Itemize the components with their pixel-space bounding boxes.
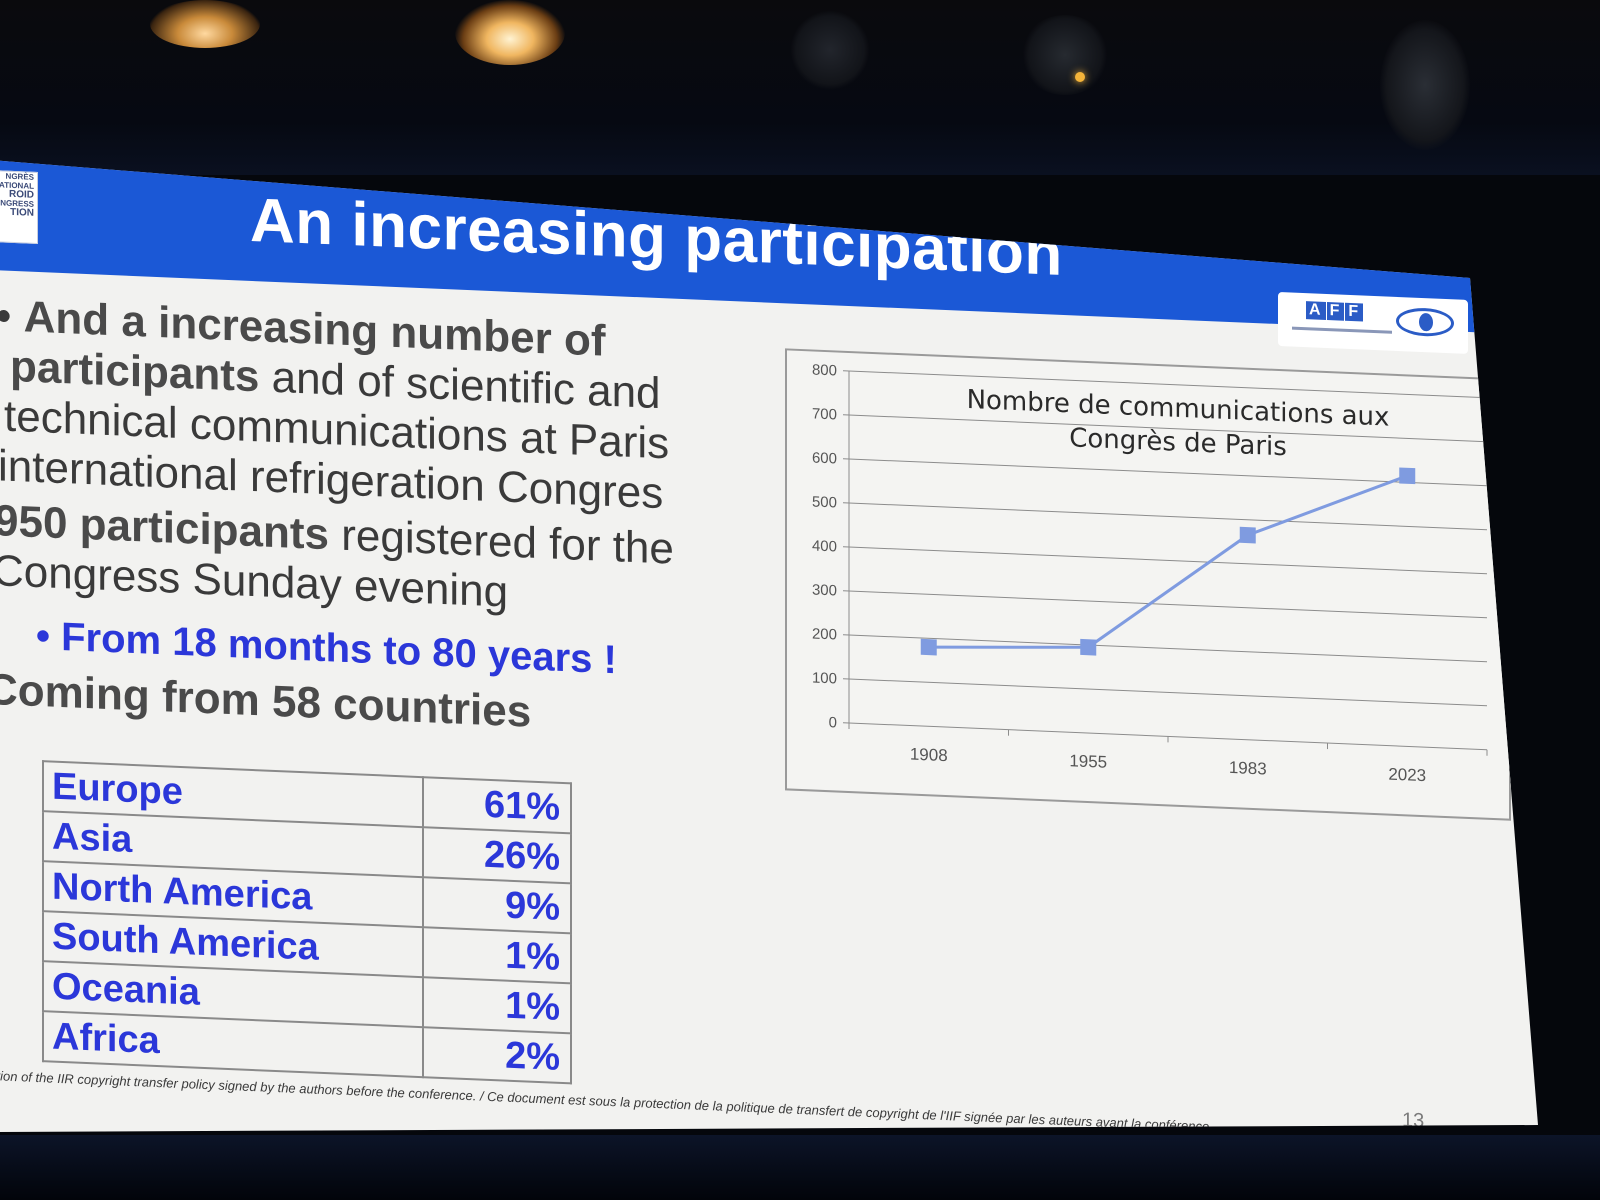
indicator-light [1075, 72, 1085, 82]
page-number: 13 [1402, 1109, 1425, 1133]
congress-logo: NGRÈS ATIONAL ROID NGRESS TION [0, 170, 38, 245]
y-tick-label: 0 [829, 714, 837, 731]
copyright-footer: ction of the IIR copyright transfer poli… [0, 1068, 1213, 1135]
gridline [849, 458, 1487, 487]
gridline [849, 590, 1487, 619]
y-tick-label: 200 [812, 625, 837, 643]
y-tick-label: 600 [812, 449, 837, 467]
gridline [849, 502, 1487, 531]
regions-table: Europe 61% Asia 26% North America 9% South Ame… [42, 760, 572, 1084]
y-tick-label: 800 [812, 361, 837, 379]
chart-frame: 0 100 200 300 400 500 600 700 800 1908 1955 1983 202… [785, 348, 1511, 821]
region-percentage: 1% [423, 977, 571, 1034]
x-tick-label: 1908 [910, 745, 948, 766]
stage-spotlight [455, 0, 565, 65]
aff-logo-caption [1292, 326, 1392, 334]
iif-globe-icon [1396, 306, 1454, 338]
audience-area [0, 1135, 1600, 1200]
y-tick-label: 100 [812, 669, 837, 687]
region-percentage: 9% [423, 877, 571, 934]
data-point [1239, 526, 1256, 544]
gridline [849, 546, 1487, 575]
data-point [1080, 638, 1097, 656]
slide: An increasing participation NGRÈS ATIONA… [0, 160, 1538, 1135]
stage-spotlight [790, 10, 870, 90]
x-tick-label: 1983 [1229, 758, 1267, 779]
line-chart: 0 100 200 300 400 500 600 700 800 1908 1955 1983 202… [812, 361, 1488, 786]
region-percentage: 26% [423, 827, 571, 884]
projection-screen: An increasing participation NGRÈS ATIONA… [0, 160, 1538, 1132]
stage-ceiling [0, 0, 1600, 175]
gridline [849, 370, 1487, 399]
chart-title: Nombre de communications aux [967, 385, 1390, 433]
region-percentage: 61% [423, 777, 571, 834]
slide-title: An increasing participation [250, 185, 1063, 289]
stage-spotlight [1020, 15, 1110, 95]
gridline [849, 678, 1487, 707]
data-point [920, 638, 937, 656]
stage-spotlight [150, 0, 260, 48]
chart-title: Congrès de Paris [1069, 423, 1287, 462]
gridline [849, 414, 1487, 443]
y-tick-label: 400 [812, 537, 837, 555]
series-line [928, 474, 1408, 649]
x-tick-label: 1955 [1069, 751, 1107, 772]
y-tick-label: 700 [812, 405, 837, 423]
x-tick-label: 2023 [1388, 765, 1426, 786]
region-percentage: 1% [423, 927, 571, 984]
data-point [1399, 467, 1416, 485]
gridline [849, 634, 1487, 663]
stage-spotlight [1380, 20, 1470, 150]
y-tick-label: 500 [812, 493, 837, 511]
y-tick-label: 300 [812, 581, 837, 599]
region-percentage: 2% [423, 1027, 571, 1084]
